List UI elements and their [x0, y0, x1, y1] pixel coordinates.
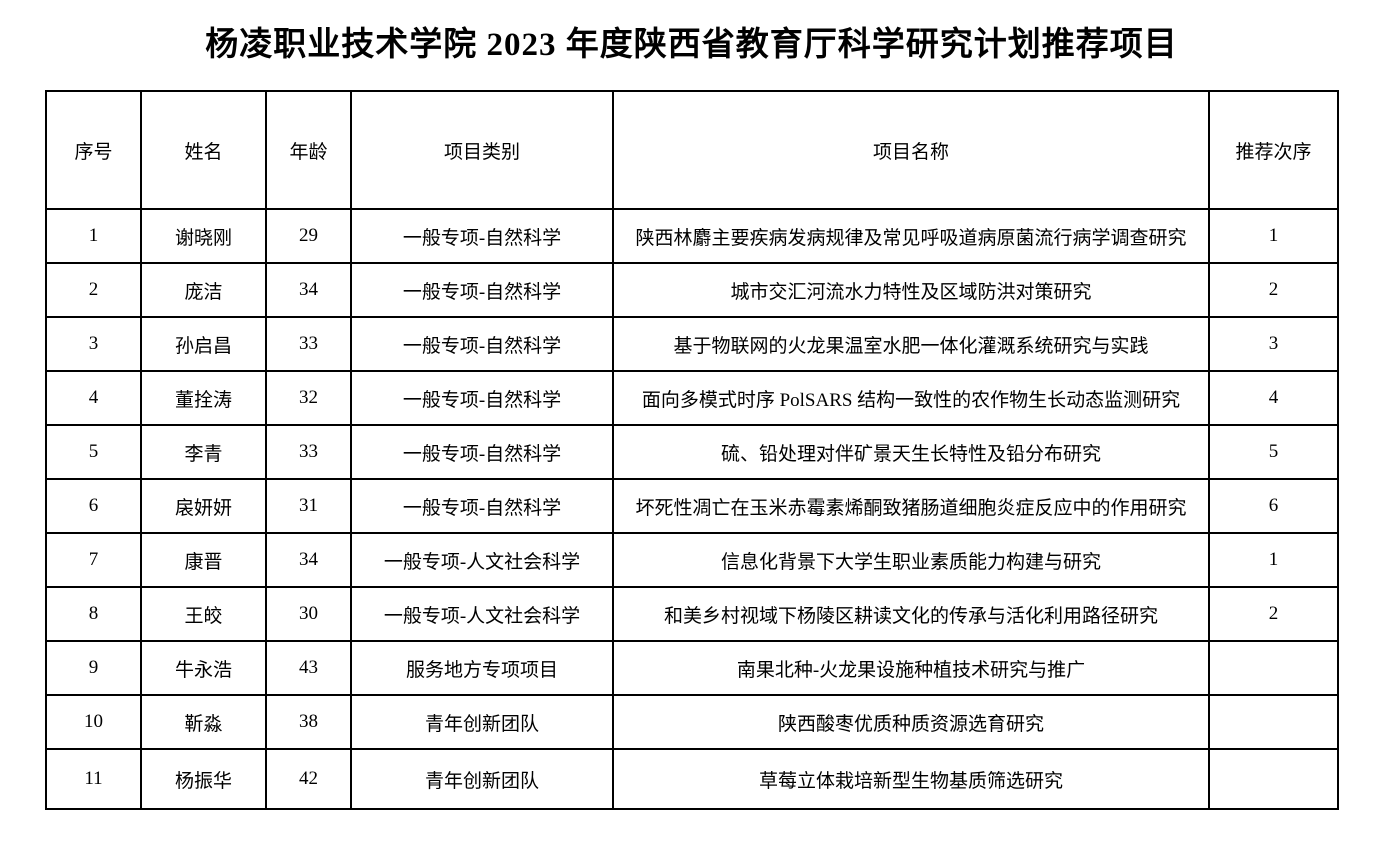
cell-project: 陕西酸枣优质种质资源选育研究 — [612, 694, 1210, 750]
cell-age: 42 — [265, 748, 352, 810]
cell-index: 8 — [45, 586, 142, 642]
cell-age: 34 — [265, 262, 352, 318]
table-row: 3 孙启昌 33 一般专项-自然科学 基于物联网的火龙果温室水肥一体化灌溉系统研究与实践… — [45, 316, 1339, 372]
cell-index: 10 — [45, 694, 142, 750]
cell-order: 6 — [1208, 478, 1339, 534]
cell-index: 5 — [45, 424, 142, 480]
header-project: 项目名称 — [612, 90, 1210, 210]
cell-project: 和美乡村视域下杨陵区耕读文化的传承与活化利用路径研究 — [612, 586, 1210, 642]
cell-name: 谢晓刚 — [140, 208, 267, 264]
cell-age: 43 — [265, 640, 352, 696]
cell-name: 庞洁 — [140, 262, 267, 318]
cell-order: 2 — [1208, 262, 1339, 318]
cell-index: 9 — [45, 640, 142, 696]
table-row: 8 王皎 30 一般专项-人文社会科学 和美乡村视域下杨陵区耕读文化的传承与活化利用路径… — [45, 586, 1339, 642]
header-category: 项目类别 — [350, 90, 614, 210]
cell-name: 牛永浩 — [140, 640, 267, 696]
table-row: 2 庞洁 34 一般专项-自然科学 城市交汇河流水力特性及区域防洪对策研究 2 — [45, 262, 1339, 318]
cell-category: 一般专项-自然科学 — [350, 262, 614, 318]
cell-category: 一般专项-自然科学 — [350, 208, 614, 264]
cell-category: 服务地方专项项目 — [350, 640, 614, 696]
cell-project: 基于物联网的火龙果温室水肥一体化灌溉系统研究与实践 — [612, 316, 1210, 372]
cell-project: 硫、铅处理对伴矿景天生长特性及铅分布研究 — [612, 424, 1210, 480]
cell-index: 6 — [45, 478, 142, 534]
cell-age: 33 — [265, 316, 352, 372]
cell-age: 29 — [265, 208, 352, 264]
cell-index: 7 — [45, 532, 142, 588]
cell-order: 5 — [1208, 424, 1339, 480]
cell-name: 王皎 — [140, 586, 267, 642]
cell-category: 一般专项-自然科学 — [350, 478, 614, 534]
table-row: 9 牛永浩 43 服务地方专项项目 南果北种-火龙果设施种植技术研究与推广 — [45, 640, 1339, 696]
cell-age: 31 — [265, 478, 352, 534]
cell-category: 青年创新团队 — [350, 748, 614, 810]
cell-index: 2 — [45, 262, 142, 318]
cell-order: 3 — [1208, 316, 1339, 372]
cell-index: 11 — [45, 748, 142, 810]
table-row: 10 靳淼 38 青年创新团队 陕西酸枣优质种质资源选育研究 — [45, 694, 1339, 750]
cell-name: 扆妍妍 — [140, 478, 267, 534]
cell-index: 4 — [45, 370, 142, 426]
table-row: 11 杨振华 42 青年创新团队 草莓立体栽培新型生物基质筛选研究 — [45, 748, 1339, 810]
cell-project: 陕西林麝主要疾病发病规律及常见呼吸道病原菌流行病学调查研究 — [612, 208, 1210, 264]
cell-order — [1208, 694, 1339, 750]
cell-project: 信息化背景下大学生职业素质能力构建与研究 — [612, 532, 1210, 588]
header-name: 姓名 — [140, 90, 267, 210]
cell-age: 38 — [265, 694, 352, 750]
table-row: 4 董拴涛 32 一般专项-自然科学 面向多模式时序 PolSARS 结构一致性的农作物… — [45, 370, 1339, 426]
cell-name: 康晋 — [140, 532, 267, 588]
cell-order — [1208, 640, 1339, 696]
cell-age: 30 — [265, 586, 352, 642]
cell-category: 一般专项-自然科学 — [350, 370, 614, 426]
cell-category: 一般专项-自然科学 — [350, 424, 614, 480]
cell-project: 面向多模式时序 PolSARS 结构一致性的农作物生长动态监测研究 — [612, 370, 1210, 426]
cell-project: 城市交汇河流水力特性及区域防洪对策研究 — [612, 262, 1210, 318]
cell-name: 杨振华 — [140, 748, 267, 810]
cell-category: 一般专项-人文社会科学 — [350, 532, 614, 588]
header-index: 序号 — [45, 90, 142, 210]
cell-order — [1208, 748, 1339, 810]
cell-name: 李青 — [140, 424, 267, 480]
header-order: 推荐次序 — [1208, 90, 1339, 210]
table-row: 1 谢晓刚 29 一般专项-自然科学 陕西林麝主要疾病发病规律及常见呼吸道病原菌流行病学… — [45, 208, 1339, 264]
cell-order: 1 — [1208, 208, 1339, 264]
cell-project: 坏死性凋亡在玉米赤霉素烯酮致猪肠道细胞炎症反应中的作用研究 — [612, 478, 1210, 534]
cell-order: 4 — [1208, 370, 1339, 426]
table-body: 1 谢晓刚 29 一般专项-自然科学 陕西林麝主要疾病发病规律及常见呼吸道病原菌流行病学… — [45, 208, 1339, 810]
header-row: 序号 姓名 年龄 项目类别 项目名称 推荐次序 — [45, 90, 1339, 210]
table-header: 序号 姓名 年龄 项目类别 项目名称 推荐次序 — [45, 90, 1339, 210]
cell-index: 3 — [45, 316, 142, 372]
cell-order: 1 — [1208, 532, 1339, 588]
projects-table: 序号 姓名 年龄 项目类别 项目名称 推荐次序 1 谢晓刚 29 一般专项-自然科学陕… — [45, 90, 1339, 810]
page-title: 杨凌职业技术学院 2023 年度陕西省教育厅科学研究计划推荐项目 — [205, 27, 1178, 63]
cell-project: 南果北种-火龙果设施种植技术研究与推广 — [612, 640, 1210, 696]
table-row: 5 李青 33 一般专项-自然科学 硫、铅处理对伴矿景天生长特性及铅分布研究 5 — [45, 424, 1339, 480]
cell-category: 一般专项-自然科学 — [350, 316, 614, 372]
cell-name: 靳淼 — [140, 694, 267, 750]
cell-name: 董拴涛 — [140, 370, 267, 426]
cell-age: 34 — [265, 532, 352, 588]
cell-category: 青年创新团队 — [350, 694, 614, 750]
table-row: 7 康晋 34 一般专项-人文社会科学 信息化背景下大学生职业素质能力构建与研究 1 — [45, 532, 1339, 588]
cell-age: 32 — [265, 370, 352, 426]
cell-project: 草莓立体栽培新型生物基质筛选研究 — [612, 748, 1210, 810]
cell-age: 33 — [265, 424, 352, 480]
cell-order: 2 — [1208, 586, 1339, 642]
cell-category: 一般专项-人文社会科学 — [350, 586, 614, 642]
cell-name: 孙启昌 — [140, 316, 267, 372]
table-row: 6 扆妍妍 31 一般专项-自然科学 坏死性凋亡在玉米赤霉素烯酮致猪肠道细胞炎症反应中的… — [45, 478, 1339, 534]
cell-index: 1 — [45, 208, 142, 264]
header-age: 年龄 — [265, 90, 352, 210]
